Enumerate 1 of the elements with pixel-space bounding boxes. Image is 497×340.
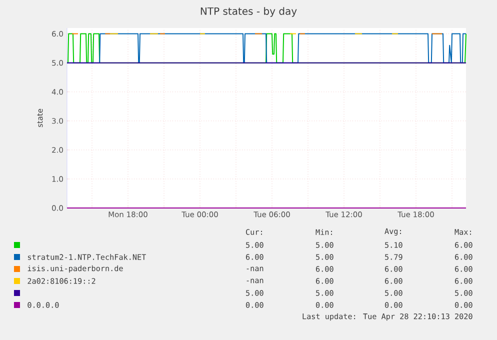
chart-title: NTP states - by day bbox=[200, 7, 297, 17]
